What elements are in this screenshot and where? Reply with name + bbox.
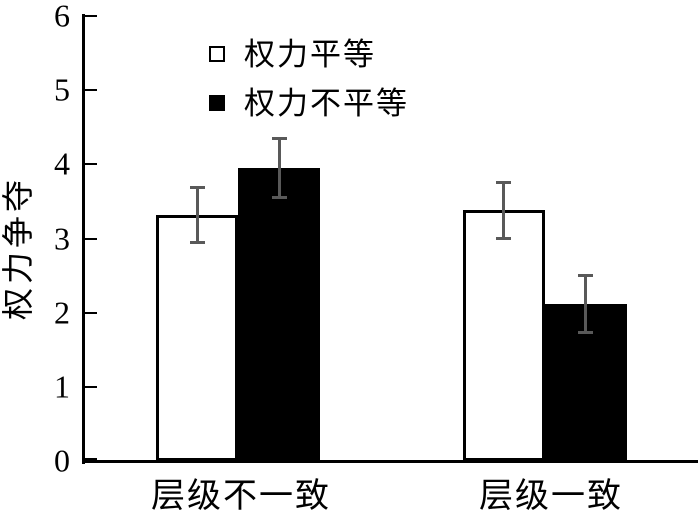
legend-item-power-unequal: 权力不平等 [209, 85, 409, 121]
x-category-label-1: 层级不一致 [151, 478, 331, 510]
legend-item-power-equal: 权力平等 [209, 36, 409, 72]
y-tick-label: 3 [54, 219, 70, 256]
legend-label: 权力平等 [244, 36, 376, 72]
error-bar-cap-top [189, 185, 205, 189]
legend: 权力平等 权力不平等 [209, 36, 409, 134]
y-axis-line [82, 14, 85, 464]
y-tick-label: 5 [54, 71, 70, 108]
y-tick-label: 4 [54, 145, 70, 182]
error-bar-cap-top [271, 137, 287, 141]
y-tick-mark [85, 163, 97, 166]
error-bar-cap-bottom [496, 236, 512, 240]
y-tick-mark [85, 311, 97, 314]
error-bar-cap-top [496, 181, 512, 185]
error-bar-line [277, 138, 281, 198]
y-tick-label: 1 [54, 368, 70, 405]
y-tick-mark [85, 458, 97, 460]
y-tick-label: 2 [54, 294, 70, 331]
y-tick-label: 6 [54, 0, 70, 34]
error-bar-line [584, 274, 588, 333]
y-tick-mark [85, 15, 97, 17]
plot-area: 权力平等 权力不平等 [85, 15, 698, 461]
bar-open-cat1 [156, 214, 239, 461]
bar-open-cat2 [462, 210, 545, 461]
x-category-label-2: 层级一致 [479, 478, 623, 510]
legend-swatch-open-square-icon [209, 46, 225, 62]
error-bar-line [195, 186, 199, 243]
x-axis-line [82, 460, 698, 463]
y-tick-mark [85, 89, 97, 92]
error-bar-cap-bottom [189, 240, 205, 244]
error-bar-cap-bottom [271, 195, 287, 199]
error-bar-cap-top [578, 273, 594, 277]
y-tick-label: 0 [54, 442, 70, 479]
error-bar-cap-bottom [578, 330, 594, 334]
error-bar-line [502, 182, 506, 239]
bar-filled-cat1 [238, 168, 321, 461]
legend-swatch-filled-square-icon [209, 95, 225, 111]
legend-label: 权力不平等 [244, 85, 409, 121]
y-tick-mark [85, 237, 97, 240]
y-tick-mark [85, 385, 97, 388]
